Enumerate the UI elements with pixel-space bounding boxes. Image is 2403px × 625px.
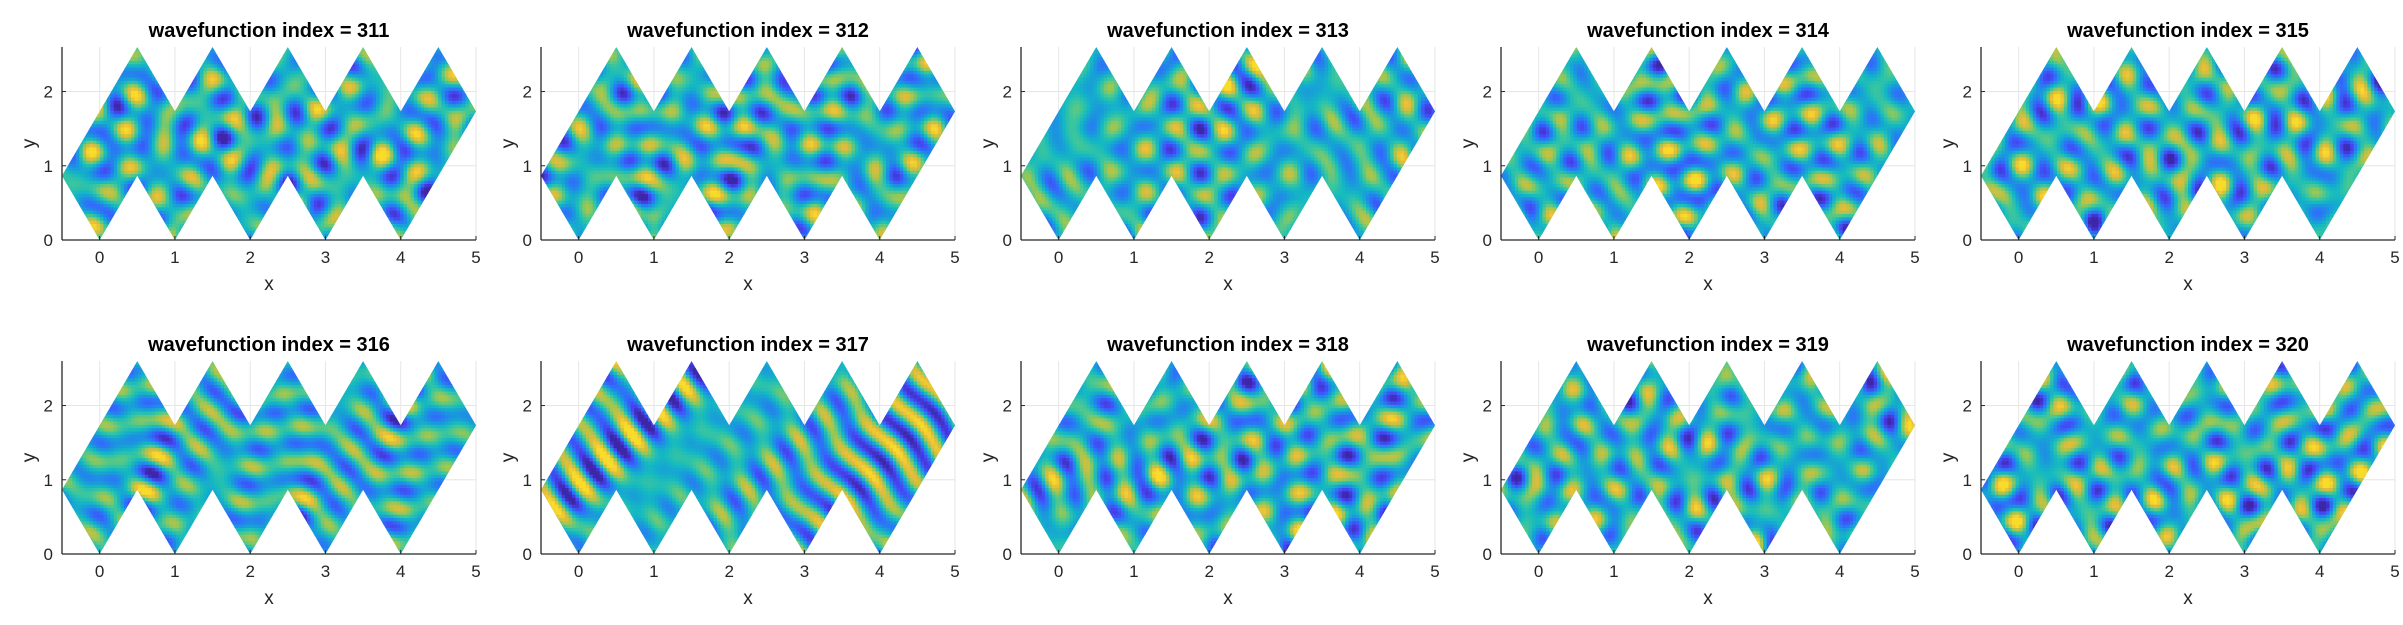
figure: 0 1 2 3 4 5012wavefunction index = 311xy0 1 2 3 4… <box>0 0 2403 625</box>
